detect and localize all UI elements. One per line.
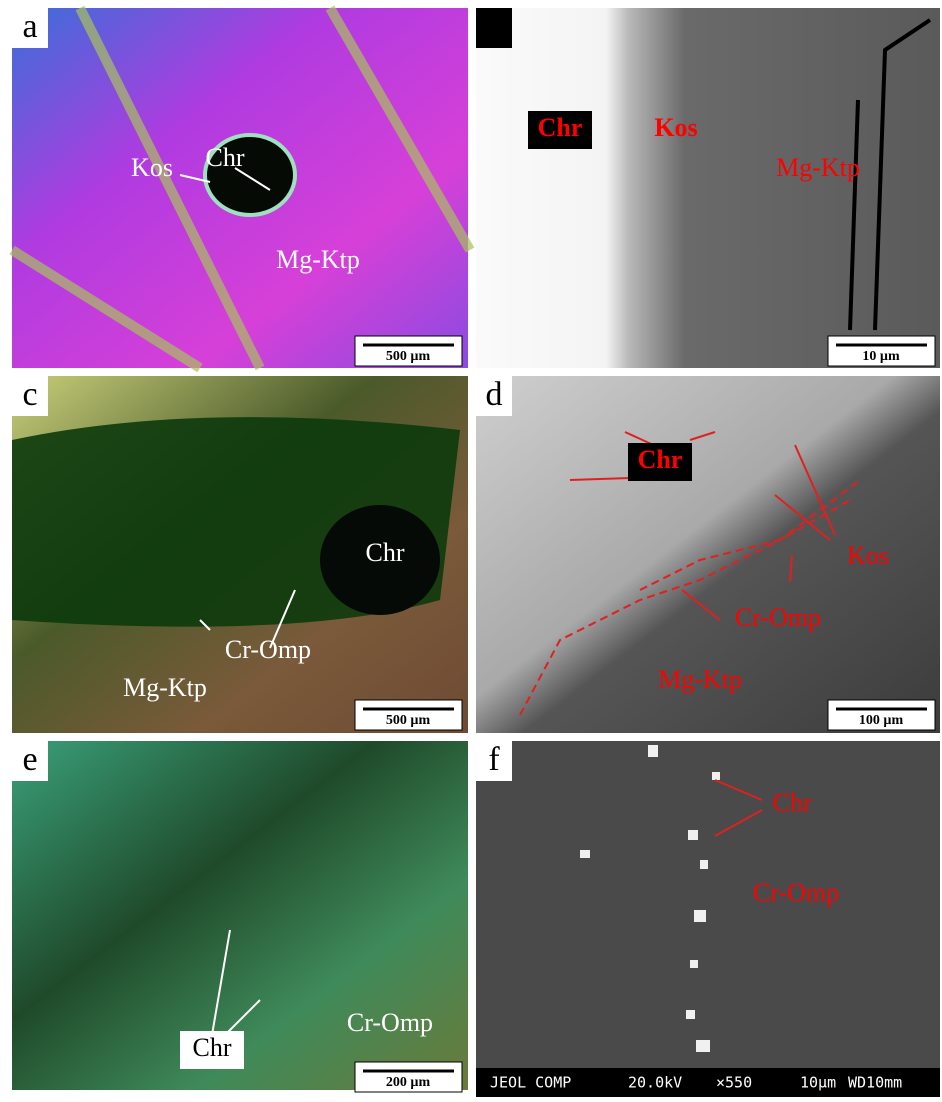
mineral-label: Cr-Omp	[347, 1008, 433, 1037]
panel-letter: e	[22, 741, 37, 778]
panel-letter: b	[486, 8, 503, 45]
mineral-label: Chr	[773, 788, 812, 817]
mineral-label: Mg-Ktp	[776, 153, 860, 182]
mineral-label: Cr-Omp	[735, 603, 821, 632]
sem-info: JEOL COMP	[490, 1074, 571, 1092]
mineral-label: Chr	[366, 538, 405, 567]
mineral-label: Mg-Ktp	[658, 665, 742, 694]
mineral-label: Mg-Ktp	[276, 245, 360, 274]
panel-letter: a	[22, 8, 37, 45]
scale-label: 200 µm	[386, 1075, 431, 1090]
scale-label: 100 µm	[859, 713, 904, 728]
mineral-label: Kos	[131, 153, 173, 182]
panel-letter: c	[22, 376, 37, 413]
scale-label: 10 µm	[862, 349, 900, 364]
micrograph-b	[476, 8, 940, 368]
mineral-label: Mg-Ktp	[123, 673, 207, 702]
panel-letter: d	[486, 376, 503, 413]
sem-info: 10µm	[800, 1074, 836, 1092]
sem-info: 20.0kV	[628, 1074, 682, 1092]
figure: a Chr Kos Mg-Ktp 500 µm b Chr Kos Mg-Ktp 10 µm c Ch…	[0, 0, 942, 1097]
mineral-label: Chr	[206, 143, 245, 172]
mineral-label: Chr	[638, 445, 683, 474]
scale-label: 500 µm	[386, 713, 431, 728]
mineral-label: Cr-Omp	[753, 878, 839, 907]
mineral-label: Kos	[847, 541, 889, 570]
sem-info: WD10mm	[848, 1074, 902, 1092]
mineral-label: Kos	[654, 113, 697, 142]
panel-letter: f	[488, 741, 500, 778]
scale-label: 500 µm	[386, 349, 431, 364]
sem-info: ×550	[716, 1074, 752, 1092]
mineral-label: Chr	[193, 1033, 232, 1062]
mineral-label: Cr-Omp	[225, 635, 311, 664]
mineral-label: Chr	[538, 113, 583, 142]
